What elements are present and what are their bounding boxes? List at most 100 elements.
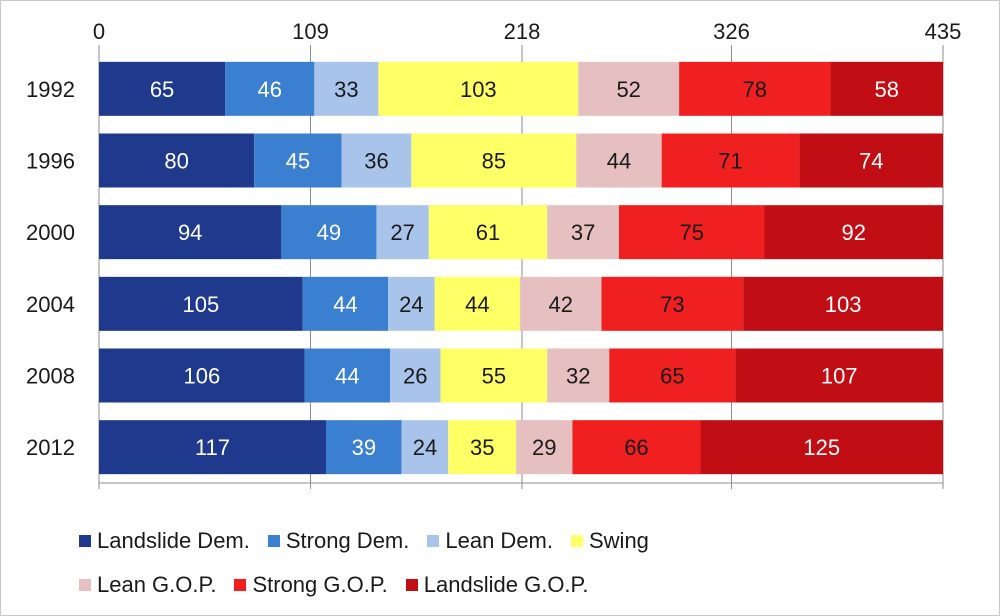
data-label: 42 xyxy=(549,292,573,317)
bar-segment xyxy=(304,348,391,403)
bar-segment xyxy=(302,276,389,331)
data-label: 46 xyxy=(257,77,281,102)
bar-segment xyxy=(388,276,435,331)
bar-segment xyxy=(516,420,573,475)
legend-item: Strong G.O.P. xyxy=(234,572,388,598)
x-tick-label: 435 xyxy=(925,19,962,44)
data-label: 85 xyxy=(482,149,506,174)
bar-segment xyxy=(314,61,379,116)
y-tick-label: 2000 xyxy=(26,220,75,245)
y-tick-label: 1996 xyxy=(26,149,75,174)
stacked-bar-chart: 0 109 218 326 435 1992 65 46 33 103 52 78 58 1996 80 45… xyxy=(26,19,962,489)
data-label: 107 xyxy=(821,364,858,389)
data-label: 26 xyxy=(403,364,427,389)
bar-segment xyxy=(326,420,402,475)
legend-label: Lean G.O.P. xyxy=(97,572,217,597)
legend-row: Landslide Dem. Strong Dem. Lean Dem. Swing xyxy=(79,519,959,563)
bar-segment xyxy=(99,61,226,116)
data-label: 65 xyxy=(660,364,684,389)
data-label: 39 xyxy=(352,435,376,460)
data-label: 24 xyxy=(399,292,423,317)
data-label: 94 xyxy=(178,220,202,245)
data-label: 65 xyxy=(150,77,174,102)
data-label: 36 xyxy=(364,149,388,174)
bar-segment xyxy=(225,61,315,116)
legend: Landslide Dem. Strong Dem. Lean Dem. Swing L… xyxy=(79,519,959,607)
legend-label: Strong Dem. xyxy=(285,528,410,553)
bar-segment xyxy=(799,133,943,188)
bar-segment xyxy=(679,61,831,116)
bar-segment xyxy=(254,133,342,188)
y-tick-label: 2004 xyxy=(26,292,75,317)
bar-segment xyxy=(661,133,800,188)
bar-segment xyxy=(601,276,744,331)
legend-item: Lean G.O.P. xyxy=(79,572,216,598)
data-label: 61 xyxy=(476,220,500,245)
data-label: 44 xyxy=(333,292,357,317)
data-label: 73 xyxy=(660,292,684,317)
data-label: 58 xyxy=(874,77,898,102)
data-label: 52 xyxy=(616,77,640,102)
legend-swatch xyxy=(79,535,91,547)
bar-segment xyxy=(547,205,619,260)
x-tick-label: 109 xyxy=(292,19,329,44)
legend-label: Landslide Dem. xyxy=(97,528,250,553)
data-label: 49 xyxy=(317,220,341,245)
bar-segment xyxy=(618,205,765,260)
bar-segment xyxy=(390,348,441,403)
data-label: 117 xyxy=(195,435,230,460)
legend-swatch xyxy=(427,535,440,547)
bar-segment xyxy=(440,348,548,403)
legend-item: Lean Dem. xyxy=(427,528,553,554)
data-label: 33 xyxy=(334,77,358,102)
data-label: 24 xyxy=(413,435,437,460)
bar-segment xyxy=(378,61,579,116)
legend-row: Lean G.O.P. Strong G.O.P. Landslide G.O.P. xyxy=(79,563,959,607)
legend-swatch xyxy=(571,535,583,547)
bar-segment xyxy=(401,420,449,475)
bar-segment xyxy=(376,205,429,260)
data-label: 44 xyxy=(465,292,489,317)
data-label: 103 xyxy=(825,292,862,317)
y-tick-label: 1992 xyxy=(26,77,75,102)
data-label: 80 xyxy=(164,149,188,174)
bar-segment xyxy=(448,420,517,475)
data-label: 37 xyxy=(571,220,595,245)
data-label: 45 xyxy=(286,149,310,174)
data-label: 66 xyxy=(624,435,648,460)
bar-segment xyxy=(743,276,943,331)
bar-segment xyxy=(99,348,305,403)
legend-swatch xyxy=(405,579,418,591)
bar-segment xyxy=(99,276,303,331)
data-label: 125 xyxy=(803,435,840,460)
y-tick-label: 2012 xyxy=(26,435,75,460)
bar-segment xyxy=(609,348,736,403)
data-label: 29 xyxy=(532,435,556,460)
data-label: 44 xyxy=(335,364,359,389)
data-label: 106 xyxy=(183,364,220,389)
data-label: 105 xyxy=(183,292,220,317)
bar-segment xyxy=(547,348,610,403)
legend-item: Swing xyxy=(571,528,649,554)
x-tick-label: 218 xyxy=(504,19,541,44)
legend-item: Strong Dem. xyxy=(267,528,410,554)
bar-segment xyxy=(428,205,548,260)
bar-segment xyxy=(434,276,521,331)
data-label: 44 xyxy=(607,149,631,174)
bar-segment xyxy=(576,133,662,188)
bar-segment xyxy=(735,348,943,403)
legend-item: Landslide Dem. xyxy=(79,528,250,554)
bar-segment xyxy=(572,420,701,475)
bar-segment xyxy=(411,133,577,188)
y-tick-label: 2008 xyxy=(26,364,75,389)
bar-segment xyxy=(700,420,943,475)
bar-segment xyxy=(99,420,327,475)
data-label: 35 xyxy=(470,435,494,460)
bar-segment xyxy=(578,61,680,116)
data-label: 27 xyxy=(390,220,414,245)
legend-item: Landslide G.O.P. xyxy=(405,572,589,598)
data-label: 71 xyxy=(718,149,742,174)
bar-segment xyxy=(99,133,255,188)
bar-segment xyxy=(99,205,282,260)
